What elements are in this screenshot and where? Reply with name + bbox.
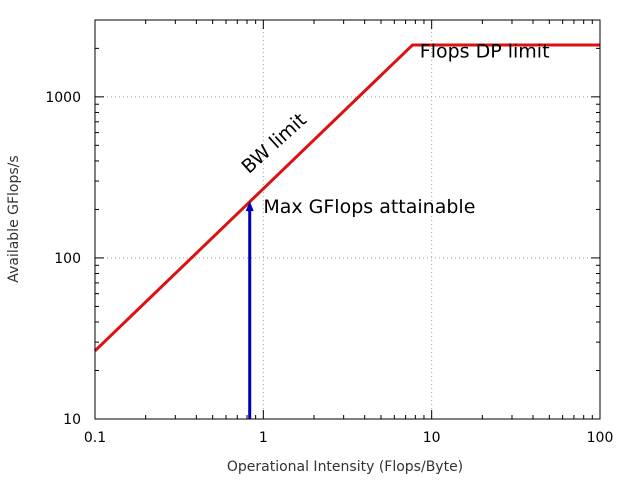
attainable-arrow-head xyxy=(245,201,254,212)
x-tick-label: 100 xyxy=(587,430,614,446)
grid xyxy=(95,20,600,419)
annotation-2: Max GFlops attainable xyxy=(263,196,475,218)
series-layer xyxy=(93,43,600,352)
plot-frame xyxy=(94,19,601,420)
x-tick-label: 0.1 xyxy=(84,430,106,446)
y-tick-label: 10 xyxy=(63,412,81,428)
roofline-series xyxy=(93,43,600,352)
ticks xyxy=(94,19,601,420)
x-tick-label: 1 xyxy=(259,430,268,446)
annotation-1: BW limit xyxy=(237,109,310,178)
y-tick-label: 1000 xyxy=(45,90,81,106)
x-tick-label: 10 xyxy=(423,430,441,446)
x-axis-label: Operational Intensity (Flops/Byte) xyxy=(227,459,463,475)
annotations: Flops DP limit BW limit Max GFlops attaina… xyxy=(237,41,549,218)
arrow-layer xyxy=(245,201,254,419)
tick-labels: 0.1 1 10 100 10 100 1000 xyxy=(45,90,613,446)
y-tick-label: 100 xyxy=(54,251,81,267)
annotation-0: Flops DP limit xyxy=(420,41,550,63)
y-axis-label: Available GFlops/s xyxy=(6,155,22,282)
